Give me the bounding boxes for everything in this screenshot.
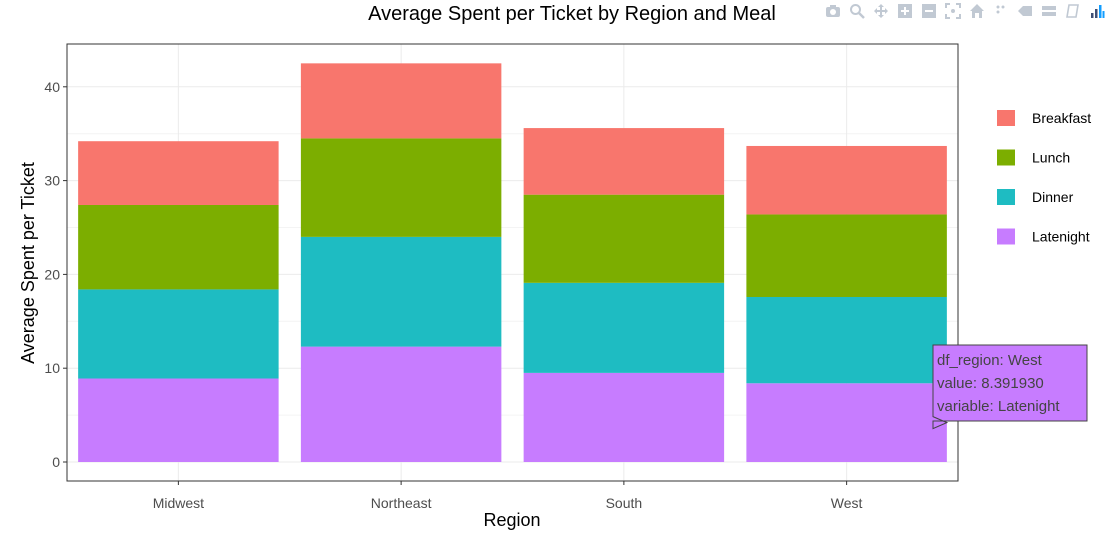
bar-latenight-west[interactable] [746, 383, 947, 462]
x-tick-label-south: South [606, 495, 643, 511]
home-icon[interactable] [969, 3, 985, 19]
legend-swatch [997, 110, 1015, 126]
bar-lunch-west[interactable] [746, 214, 947, 297]
legend-label: Breakfast [1032, 110, 1091, 126]
modebar [825, 0, 1105, 22]
y-axis: 0 10 20 30 40 [44, 79, 67, 470]
y-tick-label: 10 [44, 360, 60, 376]
legend-swatch [997, 228, 1015, 245]
camera-icon[interactable] [825, 3, 841, 19]
bar-breakfast-midwest[interactable] [78, 141, 279, 205]
legend[interactable]: Breakfast Lunch Dinner Latenight [997, 110, 1091, 245]
zoom-in-icon[interactable] [897, 3, 913, 19]
x-tick-label-west: West [831, 495, 863, 511]
pan-icon[interactable] [873, 3, 889, 19]
chart-title: Average Spent per Ticket by Region and M… [368, 3, 776, 25]
spike-icon[interactable] [993, 3, 1009, 19]
bar-dinner-south[interactable] [523, 282, 725, 373]
bar-breakfast-south[interactable] [523, 128, 725, 195]
y-tick-label: 20 [44, 266, 60, 282]
bar-breakfast-northeast[interactable] [300, 63, 502, 139]
legend-swatch [997, 149, 1015, 166]
bar-latenight-northeast[interactable] [300, 346, 502, 462]
tooltip-line: value: 8.391930 [937, 375, 1044, 392]
legend-item-dinner[interactable]: Dinner [997, 189, 1074, 205]
plot-border [66, 43, 959, 482]
zoom-icon[interactable] [849, 3, 865, 19]
y-axis-title: Average Spent per Ticket [18, 162, 38, 364]
plotly-logo-icon[interactable] [1089, 3, 1105, 19]
bar-latenight-midwest[interactable] [78, 378, 279, 462]
bar-latenight-south[interactable] [523, 372, 725, 462]
legend-label: Dinner [1032, 189, 1074, 205]
hover-compare-icon[interactable] [1041, 3, 1057, 19]
hover-closest-icon[interactable] [1017, 3, 1033, 19]
x-axis: Midwest Northeast South West [153, 481, 863, 511]
bar-dinner-midwest[interactable] [78, 289, 279, 379]
bar-lunch-south[interactable] [523, 194, 725, 283]
bar-breakfast-west[interactable] [746, 145, 947, 215]
legend-item-latenight[interactable]: Latenight [997, 228, 1090, 245]
legend-item-breakfast[interactable]: Breakfast [997, 110, 1091, 126]
bar-lunch-midwest[interactable] [78, 204, 279, 290]
legend-item-lunch[interactable]: Lunch [997, 149, 1070, 166]
zoom-out-icon[interactable] [921, 3, 937, 19]
bar-dinner-west[interactable] [746, 296, 947, 384]
legend-label: Latenight [1032, 229, 1090, 245]
tooltip-line: variable: Latenight [937, 398, 1060, 415]
autoscale-icon[interactable] [945, 3, 961, 19]
y-tick-label: 30 [44, 173, 60, 189]
hover-tooltip: df_region: West value: 8.391930 variable: … [932, 344, 1088, 430]
bar-lunch-northeast[interactable] [300, 138, 502, 237]
tooltip-box [932, 344, 1088, 430]
toggle-icon[interactable] [1065, 3, 1081, 19]
x-tick-label-midwest: Midwest [153, 495, 204, 511]
y-tick-label: 0 [52, 454, 60, 470]
bars-layer [78, 63, 947, 462]
legend-label: Lunch [1032, 150, 1070, 166]
tooltip-line: df_region: West [937, 352, 1043, 369]
x-tick-label-northeast: Northeast [371, 495, 432, 511]
x-axis-title: Region [483, 510, 540, 530]
legend-swatch [997, 189, 1015, 205]
bar-dinner-northeast[interactable] [300, 236, 502, 347]
y-tick-label: 40 [44, 79, 60, 95]
